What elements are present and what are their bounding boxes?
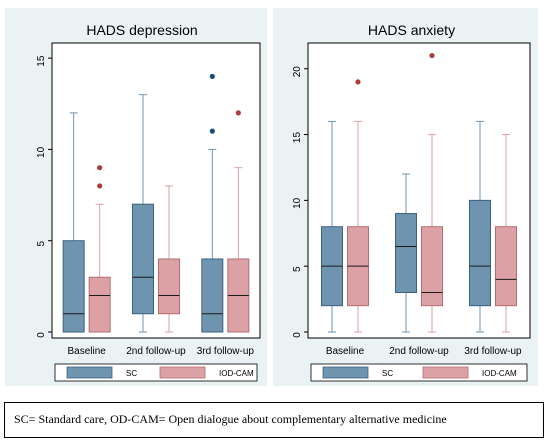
legend-key-sc xyxy=(66,366,113,379)
outlier-point xyxy=(209,128,215,134)
legend-label-iod-cam: IOD-CAM xyxy=(482,369,517,378)
box-iod-cam-2 xyxy=(158,185,180,333)
y-tick-label: 10 xyxy=(36,146,47,158)
chart-panel-2: HADS anxiety 0 5 10 15 20 Baseline 2nd follow-u… xyxy=(273,8,538,386)
x-tick-label: Baseline xyxy=(326,346,365,357)
box-sc-3 xyxy=(469,120,491,333)
legend-label-sc: SC xyxy=(382,369,393,378)
x-tick-label: 3rd follow-up xyxy=(197,346,255,357)
box-sc-1 xyxy=(62,112,85,333)
outlier-point xyxy=(97,165,103,171)
y-tick-label: 10 xyxy=(292,197,303,209)
box-iqr xyxy=(88,276,111,333)
chart-title: HADS depression xyxy=(86,22,197,38)
box-plot-figure: HADS depression 0 5 10 15 Baseline 2nd follow-… xyxy=(5,8,538,386)
plot-area xyxy=(307,42,531,339)
box-iqr xyxy=(469,199,491,307)
box-sc-1 xyxy=(321,120,343,333)
box-iod-cam-3 xyxy=(495,134,517,333)
plot-area xyxy=(51,42,261,339)
box-iqr xyxy=(158,258,180,315)
box-iqr xyxy=(421,226,443,307)
y-tick-label: 5 xyxy=(292,266,303,272)
caption-box: SC= Standard care, OD-CAM= Open dialogue… xyxy=(4,402,544,438)
legend: SC IOD-CAM xyxy=(54,363,258,382)
y-tick-label: 5 xyxy=(36,240,47,246)
caption: SC= Standard care, OD-CAM= Open dialogue… xyxy=(14,412,447,426)
x-tick-label: 2nd follow-up xyxy=(389,346,449,357)
box-iod-cam-1 xyxy=(347,79,369,333)
y-tick-label: 15 xyxy=(36,55,47,67)
y-tick-label: 0 xyxy=(292,332,303,338)
x-tick-label: 2nd follow-up xyxy=(126,346,186,357)
legend-key-iod-cam xyxy=(159,366,206,379)
legend-key-sc xyxy=(322,366,369,379)
box-iod-cam-1 xyxy=(88,165,111,333)
box-iqr xyxy=(201,258,224,333)
legend-label-iod-cam: IOD-CAM xyxy=(219,369,254,378)
legend: SC IOD-CAM xyxy=(310,363,528,382)
x-tick-label: 3rd follow-up xyxy=(464,346,522,357)
box-iqr xyxy=(62,240,85,333)
box-iqr xyxy=(395,213,417,294)
y-tick-label: 0 xyxy=(36,332,47,338)
y-tick-label: 15 xyxy=(292,132,303,144)
outlier-point xyxy=(235,110,241,116)
box-sc-3 xyxy=(201,73,224,333)
box-sc-2 xyxy=(132,94,154,333)
box-sc-2 xyxy=(395,173,417,333)
outlier-point xyxy=(209,73,215,79)
x-tick-label: Baseline xyxy=(67,346,106,357)
outlier-point xyxy=(97,183,103,189)
outlier-point xyxy=(429,52,435,59)
chart-title: HADS anxiety xyxy=(368,22,455,38)
box-iqr xyxy=(132,203,154,315)
legend-key-iod-cam xyxy=(422,366,469,379)
box-iqr xyxy=(495,226,517,307)
legend-label-sc: SC xyxy=(126,369,137,378)
box-iod-cam-3 xyxy=(227,110,250,333)
outlier-point xyxy=(355,79,361,85)
y-tick-label: 20 xyxy=(292,66,303,78)
chart-panel-1: HADS depression 0 5 10 15 Baseline 2nd follow-… xyxy=(5,8,267,386)
box-iod-cam-2 xyxy=(421,52,443,333)
